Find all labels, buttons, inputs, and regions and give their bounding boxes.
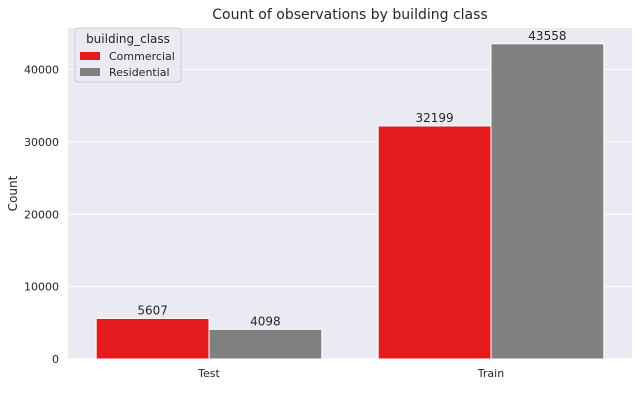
bar-residential-train bbox=[490, 43, 605, 360]
legend: building_class Commercial Residential bbox=[74, 27, 182, 83]
bars-layer bbox=[95, 43, 605, 360]
y-tick-label: 10000 bbox=[24, 281, 59, 294]
bar-commercial-test bbox=[95, 317, 210, 360]
legend-box bbox=[74, 27, 182, 83]
bar-labels-layer: 5607 4098 32199 43558 bbox=[137, 29, 566, 329]
legend-items: Commercial Residential bbox=[80, 50, 175, 79]
legend-swatch-commercial bbox=[80, 52, 100, 60]
legend-title: building_class bbox=[86, 32, 170, 46]
y-tick-label: 0 bbox=[52, 353, 59, 366]
bar-value-label: 43558 bbox=[528, 29, 566, 43]
x-tick-label: Train bbox=[477, 367, 504, 380]
x-tick-label: Test bbox=[197, 367, 220, 380]
chart-title: Count of observations by building class bbox=[212, 7, 487, 23]
y-axis-label: Count bbox=[6, 175, 20, 211]
bar-value-label: 32199 bbox=[416, 111, 454, 125]
bar-commercial-train bbox=[377, 125, 492, 360]
bar-value-label: 4098 bbox=[250, 314, 281, 328]
legend-label-residential: Residential bbox=[109, 66, 170, 79]
legend-swatch-residential bbox=[80, 68, 100, 76]
legend-label-commercial: Commercial bbox=[109, 50, 175, 63]
y-tick-label: 30000 bbox=[24, 136, 59, 149]
y-ticks-layer: 0 10000 20000 30000 40000 bbox=[24, 64, 59, 366]
y-tick-label: 20000 bbox=[24, 208, 59, 221]
bar-value-label: 5607 bbox=[137, 303, 168, 317]
y-tick-label: 40000 bbox=[24, 64, 59, 77]
x-ticks-layer: Test Train bbox=[197, 367, 504, 380]
bar-residential-test bbox=[208, 328, 323, 360]
